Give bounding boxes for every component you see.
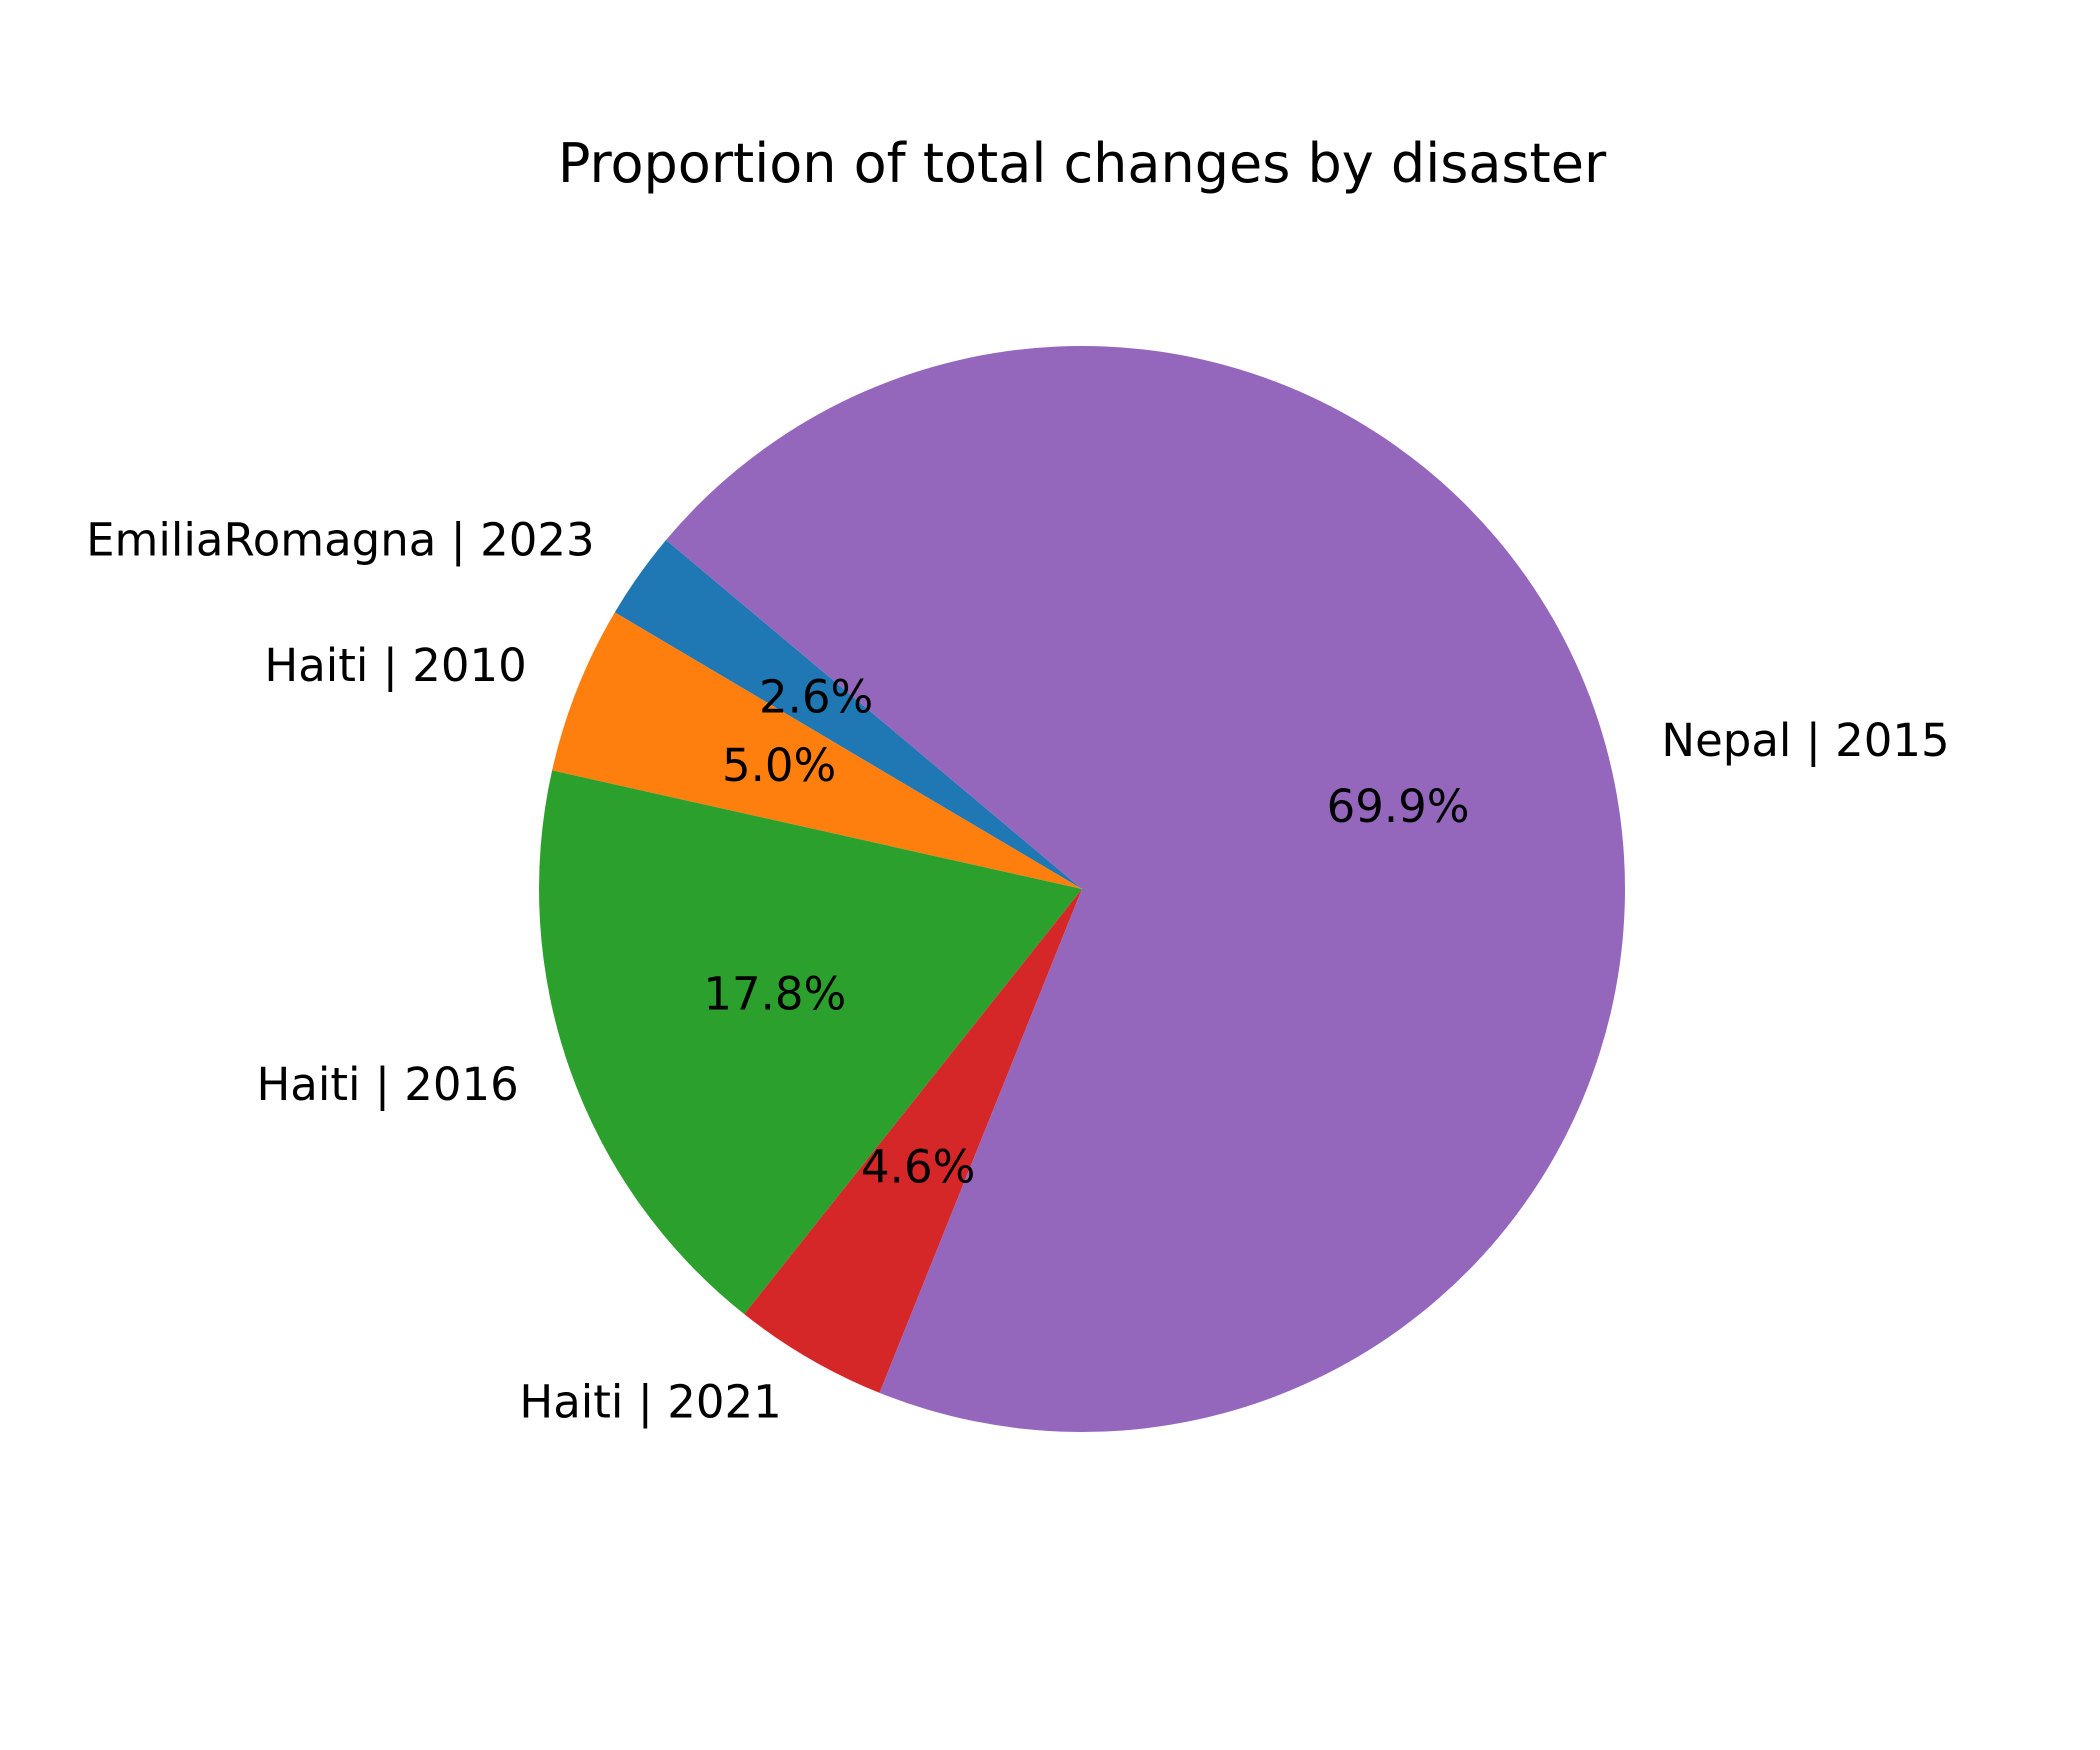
pct-label-nepal-2015: 69.9% (1327, 780, 1470, 833)
slice-label-emiliaromagna-2023: EmiliaRomagna | 2023 (86, 514, 595, 567)
pie-slice-haiti-2016 (539, 770, 1082, 1315)
slice-label-haiti-2010: Haiti | 2010 (264, 639, 526, 692)
slice-label-haiti-2021: Haiti | 2021 (519, 1375, 781, 1428)
pie-slice-haiti-2021 (744, 889, 1082, 1393)
slice-label-nepal-2015: Nepal | 2015 (1661, 714, 1949, 767)
pie-slice-emiliaromagna-2023 (614, 539, 1082, 889)
pie-slices (539, 346, 1625, 1432)
pie-slice-haiti-2010 (552, 612, 1082, 889)
pie-slice-nepal-2015 (666, 346, 1625, 1432)
pie-labels: EmiliaRomagna | 2023 2.6% Haiti | 2010 5.0%… (86, 514, 1950, 1429)
slice-label-haiti-2016: Haiti | 2016 (256, 1058, 518, 1111)
pct-label-emiliaromagna-2023: 2.6% (759, 671, 873, 724)
pct-label-haiti-2016: 17.8% (703, 968, 846, 1021)
pct-label-haiti-2021: 4.6% (861, 1141, 975, 1194)
pct-label-haiti-2010: 5.0% (722, 739, 836, 792)
chart-title: Proportion of total changes by disaster (558, 132, 1607, 195)
